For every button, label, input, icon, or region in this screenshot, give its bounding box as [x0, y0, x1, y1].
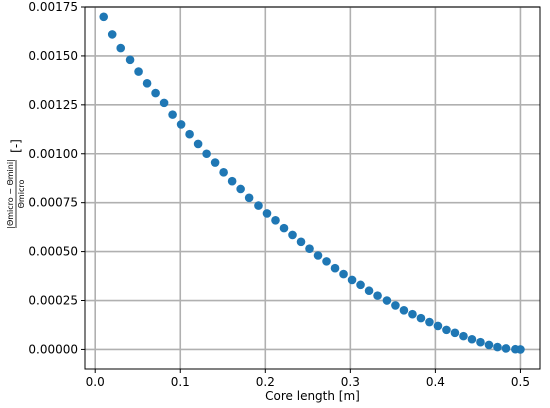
- data-point: [484, 340, 494, 350]
- data-point: [125, 55, 135, 65]
- data-point: [330, 263, 340, 273]
- data-point: [501, 344, 511, 353]
- grid: [85, 6, 540, 369]
- data-point: [185, 129, 194, 139]
- data-point: [168, 110, 177, 119]
- data-point: [227, 176, 237, 186]
- plot-frame: [84, 6, 541, 370]
- data-point: [254, 201, 263, 210]
- data-point: [151, 88, 160, 98]
- data-point: [288, 230, 297, 240]
- x-tick-label: 0.5: [511, 375, 530, 389]
- data-point: [159, 98, 169, 108]
- y-axis-label-numerator: |Θmicro − Θmini|: [6, 159, 15, 229]
- data-point: [356, 280, 365, 290]
- data-point: [425, 317, 434, 327]
- x-tick-label: 0.3: [341, 375, 360, 389]
- data-point: [116, 43, 126, 53]
- data-point: [202, 149, 211, 159]
- y-tick-label: 0.00150: [28, 49, 78, 63]
- x-axis-ticks: 0.0 0.1 0.2 0.3 0.4 0.5: [86, 369, 530, 389]
- y-tick-label: 0.00175: [28, 0, 78, 14]
- y-tick-label: 0.00000: [28, 342, 78, 356]
- data-point: [442, 325, 451, 335]
- data-point: [493, 342, 502, 352]
- data-point: [476, 337, 485, 347]
- data-point: [382, 296, 392, 305]
- data-point: [134, 67, 143, 76]
- data-point: [391, 301, 400, 310]
- data-point: [322, 257, 331, 266]
- y-axis-label-denominator: Θmicro: [17, 180, 26, 209]
- data-point: [107, 30, 117, 39]
- y-axis-label-unit: [-]: [9, 139, 23, 153]
- data-point: [99, 12, 109, 22]
- data-point: [399, 305, 409, 315]
- data-point: [516, 345, 525, 354]
- data-point: [433, 321, 443, 331]
- data-point: [244, 193, 254, 203]
- data-point: [271, 215, 280, 225]
- data-point: [176, 120, 186, 129]
- data-point: [236, 184, 245, 194]
- data-point: [219, 168, 228, 177]
- y-axis-label: |Θmicro − Θmini| Θmicro [-]: [6, 139, 26, 229]
- x-axis-label: Core length [m]: [265, 389, 360, 403]
- y-tick-label: 0.00075: [28, 196, 78, 210]
- data-point: [279, 223, 289, 233]
- data-point: [193, 139, 203, 149]
- data-point: [313, 251, 323, 260]
- data-point: [373, 291, 382, 300]
- data-point: [296, 237, 306, 247]
- data-point: [416, 313, 426, 323]
- data-point: [210, 158, 220, 167]
- data-point: [450, 328, 460, 338]
- x-tick-label: 0.4: [426, 375, 445, 389]
- y-axis-ticks: 0.00000 0.00025 0.00050 0.00075 0.00100 0.001…: [28, 0, 85, 356]
- y-tick-label: 0.00100: [28, 147, 78, 161]
- data-point: [339, 269, 348, 279]
- y-tick-label: 0.00025: [28, 294, 78, 308]
- data-point: [467, 334, 477, 344]
- data-point: [142, 79, 152, 88]
- data-point: [408, 309, 417, 319]
- data-point: [262, 209, 272, 218]
- data-point: [364, 286, 374, 296]
- data-point: [305, 244, 314, 253]
- y-tick-label: 0.00125: [28, 98, 78, 112]
- data-point: [459, 331, 468, 341]
- x-tick-label: 0.2: [256, 375, 275, 389]
- x-tick-label: 0.0: [86, 375, 105, 389]
- y-tick-label: 0.00050: [28, 245, 78, 259]
- x-tick-label: 0.1: [171, 375, 190, 389]
- data-point: [347, 275, 357, 285]
- data-points: [99, 12, 525, 354]
